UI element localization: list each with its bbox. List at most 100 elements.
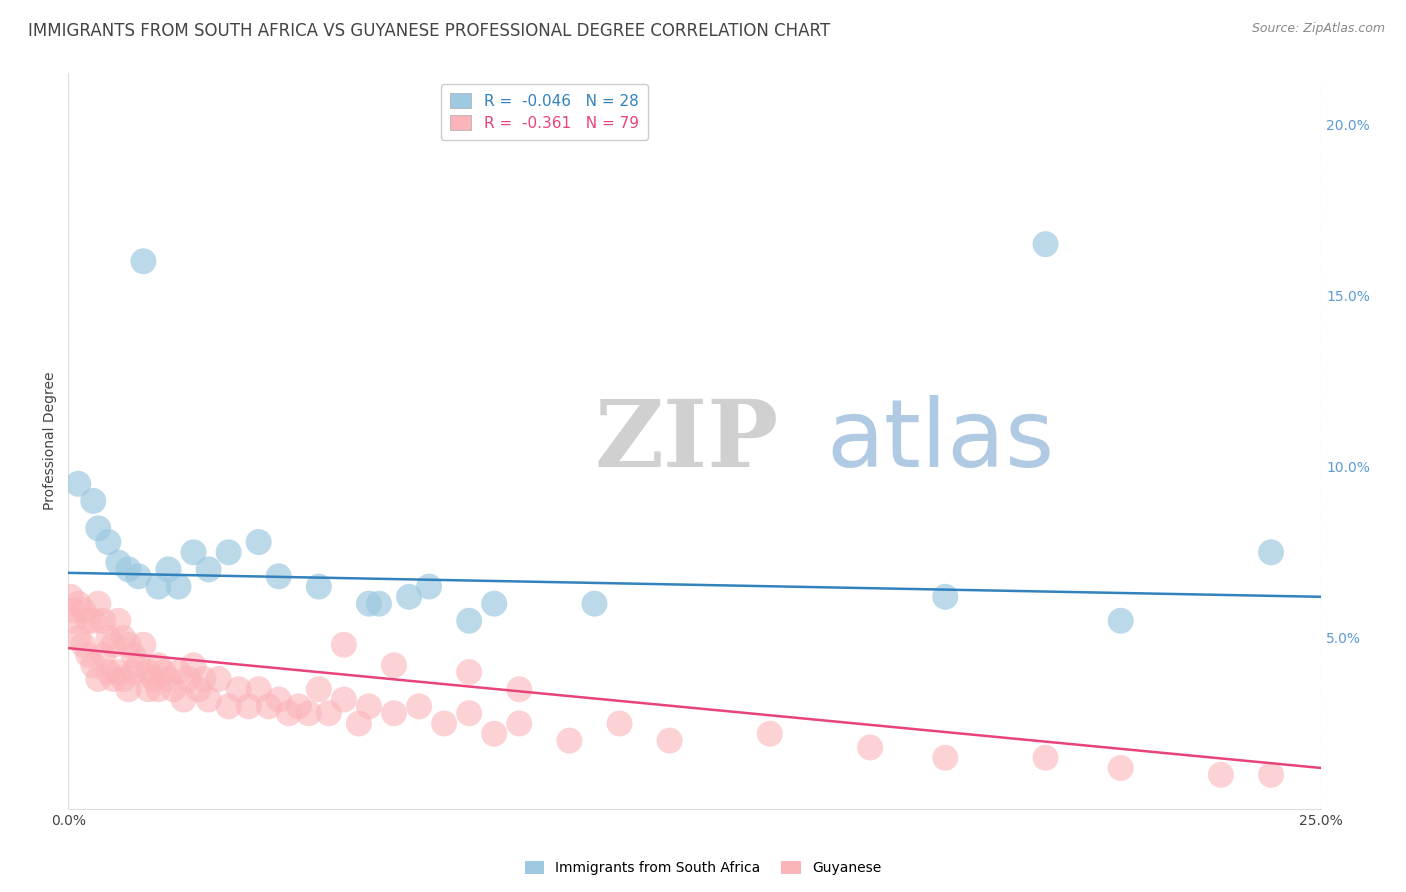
Point [103, 672, 125, 686]
Point [67, 476, 90, 491]
Point [934, 590, 956, 604]
Point [277, 706, 299, 721]
Legend: R =  -0.046   N = 28, R =  -0.361   N = 79: R = -0.046 N = 28, R = -0.361 N = 79 [441, 85, 648, 140]
Point [257, 699, 280, 714]
Point [347, 716, 370, 731]
Point [458, 706, 481, 721]
Point [62, 603, 84, 617]
Point [207, 672, 229, 686]
Point [148, 580, 170, 594]
Point [122, 665, 145, 680]
Point [238, 699, 260, 714]
Point [62, 614, 84, 628]
Point [157, 562, 180, 576]
Point [484, 597, 506, 611]
Point [382, 658, 405, 673]
Point [97, 665, 120, 680]
Point [112, 631, 135, 645]
Point [72, 638, 94, 652]
Point [1109, 614, 1132, 628]
Point [218, 699, 240, 714]
Point [298, 706, 321, 721]
Point [183, 658, 205, 673]
Point [759, 727, 782, 741]
Point [91, 614, 114, 628]
Point [97, 631, 120, 645]
Point [82, 658, 104, 673]
Point [77, 614, 100, 628]
Point [142, 672, 165, 686]
Point [87, 672, 110, 686]
Point [117, 682, 139, 697]
Point [583, 597, 606, 611]
Point [117, 562, 139, 576]
Point [458, 614, 481, 628]
Point [609, 716, 631, 731]
Point [398, 590, 420, 604]
Point [247, 535, 270, 549]
Point [408, 699, 430, 714]
Point [107, 665, 129, 680]
Point [368, 597, 391, 611]
Point [127, 658, 149, 673]
Point [157, 672, 180, 686]
Point [173, 692, 195, 706]
Text: atlas: atlas [827, 395, 1054, 487]
Point [308, 682, 330, 697]
Point [87, 597, 110, 611]
Point [187, 682, 209, 697]
Text: IMMIGRANTS FROM SOUTH AFRICA VS GUYANESE PROFESSIONAL DEGREE CORRELATION CHART: IMMIGRANTS FROM SOUTH AFRICA VS GUYANESE… [28, 22, 831, 40]
Point [333, 692, 356, 706]
Point [87, 521, 110, 535]
Point [162, 682, 184, 697]
Point [558, 733, 581, 747]
Point [132, 254, 155, 268]
Point [77, 648, 100, 662]
Point [152, 665, 174, 680]
Point [67, 597, 90, 611]
Point [82, 614, 104, 628]
Point [148, 682, 170, 697]
Point [148, 658, 170, 673]
Point [287, 699, 309, 714]
Point [418, 580, 440, 594]
Point [183, 545, 205, 559]
Point [1109, 761, 1132, 775]
Point [267, 692, 290, 706]
Point [1209, 768, 1232, 782]
Point [67, 631, 90, 645]
Point [59, 590, 82, 604]
Point [132, 638, 155, 652]
Point [934, 750, 956, 764]
Point [508, 682, 530, 697]
Point [859, 740, 882, 755]
Point [484, 727, 506, 741]
Point [267, 569, 290, 583]
Point [91, 648, 114, 662]
Y-axis label: Professional Degree: Professional Degree [44, 372, 58, 510]
Point [107, 556, 129, 570]
Point [658, 733, 681, 747]
Point [193, 672, 215, 686]
Point [508, 716, 530, 731]
Point [72, 603, 94, 617]
Point [218, 545, 240, 559]
Point [308, 580, 330, 594]
Point [1035, 750, 1057, 764]
Point [247, 682, 270, 697]
Point [97, 535, 120, 549]
Point [197, 692, 219, 706]
Point [112, 672, 135, 686]
Point [382, 706, 405, 721]
Point [357, 699, 380, 714]
Point [117, 638, 139, 652]
Point [138, 665, 160, 680]
Point [228, 682, 250, 697]
Point [177, 672, 200, 686]
Point [103, 638, 125, 652]
Text: Source: ZipAtlas.com: Source: ZipAtlas.com [1251, 22, 1385, 36]
Point [318, 706, 340, 721]
Legend: Immigrants from South Africa, Guyanese: Immigrants from South Africa, Guyanese [519, 855, 887, 880]
Text: ZIP: ZIP [595, 396, 779, 486]
Point [433, 716, 456, 731]
